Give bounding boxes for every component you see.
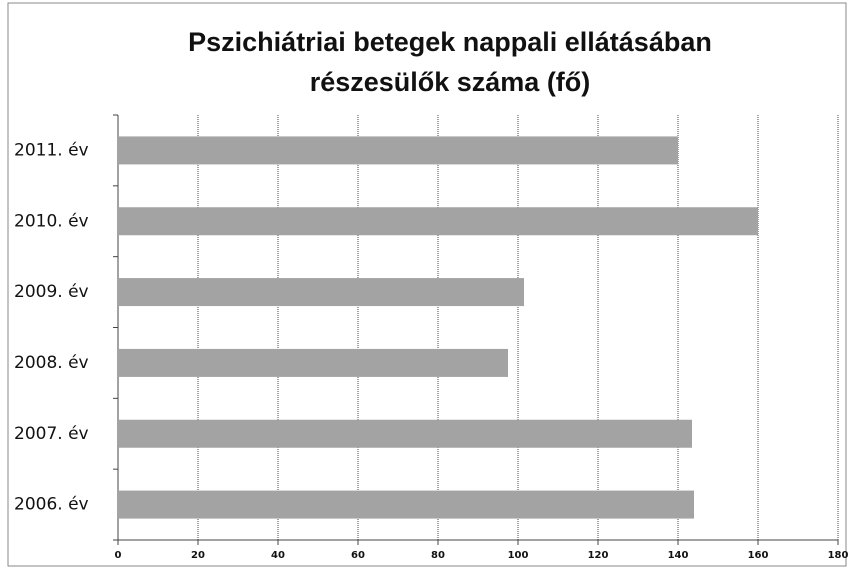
bar (118, 278, 524, 307)
x-tick-label: 100 (508, 550, 529, 561)
chart-frame (7, 2, 847, 567)
x-tick-label: 180 (828, 550, 849, 561)
y-tick-label: 2011. év (14, 140, 89, 160)
chart-title: részesülők száma (fő) (310, 67, 591, 97)
x-tick-label: 60 (351, 550, 365, 561)
chart-title: Pszichiátriai betegek nappali ellátásába… (188, 27, 712, 57)
y-tick-label: 2008. év (14, 353, 89, 373)
x-tick-label: 0 (115, 550, 122, 561)
bar (118, 348, 508, 377)
x-tick-label: 160 (748, 550, 769, 561)
y-tick-label: 2007. év (14, 424, 89, 444)
x-tick-label: 80 (431, 550, 445, 561)
y-tick-label: 2009. év (14, 282, 89, 302)
bar (118, 136, 678, 165)
bar (118, 207, 758, 236)
bar (118, 419, 692, 448)
x-tick-label: 40 (271, 550, 285, 561)
bar (118, 490, 694, 519)
y-tick-label: 2006. év (14, 495, 89, 515)
y-tick-label: 2010. év (14, 211, 89, 231)
x-tick-label: 120 (588, 550, 609, 561)
x-tick-label: 20 (191, 550, 205, 561)
x-tick-label: 140 (668, 550, 689, 561)
